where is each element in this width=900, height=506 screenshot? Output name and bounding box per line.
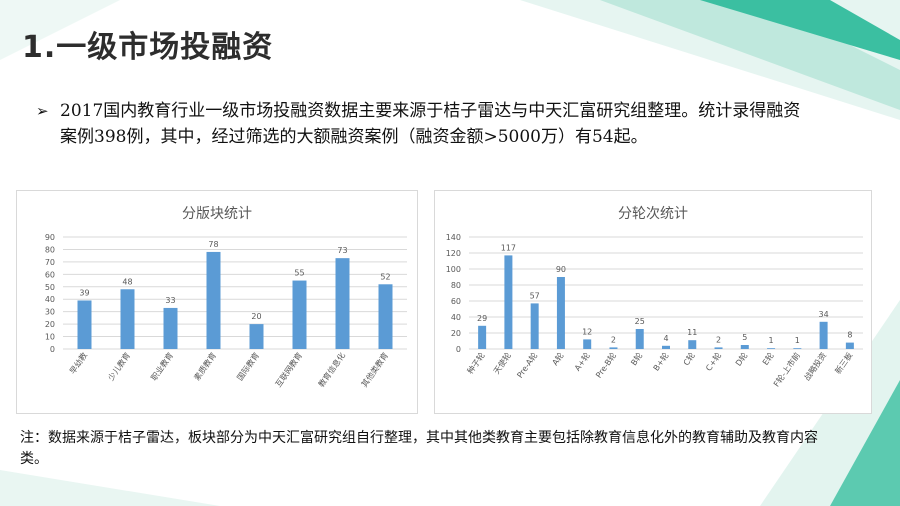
data-label: 48 [122,277,132,286]
x-tick-label: D轮 [733,350,749,367]
x-tick-label: 职业教育 [149,350,176,382]
x-tick-label: 其他类教育 [359,350,390,389]
data-label: 5 [742,333,747,342]
bar [819,321,828,349]
y-tick-label: 20 [451,329,461,338]
x-tick-label: B轮 [628,350,644,367]
y-tick-label: 80 [451,281,461,290]
bar [530,303,539,349]
bar [504,255,513,349]
bar [556,277,565,349]
bar [335,258,350,349]
x-tick-label: Pre-B轮 [593,350,618,379]
data-label: 20 [251,312,261,321]
bar [206,251,221,349]
x-tick-label: A轮 [550,350,566,367]
bar [249,324,264,349]
sector-chart-svg: 0 10 20 30 40 50 60 70 80 90 39 早幼教 48 少儿教育 33 职业教育 78 素质… [45,233,407,389]
bar [740,345,749,349]
sector-chart-title: 分版块统计 [182,206,252,222]
x-tick-label: 天使轮 [491,350,513,375]
data-label: 34 [819,310,829,319]
data-label: 2 [611,335,616,344]
data-label: 33 [165,296,175,305]
x-tick-label: A+轮 [572,350,592,372]
data-label: 29 [477,314,487,323]
data-label: 25 [635,317,645,326]
round-chart-svg: 0 20 40 60 80 100 120 140 29 种子轮 117 天使轮 57 Pre-A轮 90 A… [446,233,863,389]
page-title: 1.一级市场投融资 [22,30,274,65]
x-tick-label: C+轮 [703,350,723,372]
bar [688,340,697,349]
data-label: 39 [79,288,89,297]
y-tick-label: 120 [446,249,461,258]
data-label: 4 [663,334,668,343]
data-label: 78 [208,240,218,249]
y-tick-label: 30 [45,308,55,317]
sector-chart: 分版块统计 0 10 20 30 40 50 60 70 80 90 39 早幼教 48 少儿教育 33 职业… [16,190,418,414]
round-chart-title: 分轮次统计 [618,206,688,222]
y-tick-label: 60 [451,297,461,306]
x-tick-label: 素质教育 [192,350,219,382]
summary-text: 2017国内教育行业一级市场投融资数据主要来源于桔子雷达与中天汇富研究组整理。统… [60,101,801,147]
x-tick-label: 战略投资 [802,350,829,382]
bar [793,348,802,349]
data-label: 117 [501,243,516,252]
arrow-bullet-icon: ➢ [36,102,49,120]
y-tick-label: 70 [45,258,55,267]
x-tick-label: B+轮 [651,350,671,372]
bar [77,300,92,349]
data-label: 2 [716,335,721,344]
round-chart: 分轮次统计 0 20 40 60 80 100 120 140 29 种子轮 117 天使轮 57 Pre… [434,190,872,414]
data-label: 12 [582,327,592,336]
summary-paragraph: ➢ 2017国内教育行业一级市场投融资数据主要来源于桔子雷达与中天汇富研究组整理… [36,98,816,150]
bar [292,280,307,349]
data-label: 52 [380,272,390,281]
y-tick-label: 20 [45,320,55,329]
y-tick-label: 140 [446,233,461,242]
y-tick-label: 40 [45,295,55,304]
x-tick-label: 国际教育 [235,350,262,382]
bar [635,329,644,349]
bar [767,348,776,349]
x-tick-label: 早幼教 [67,350,89,375]
bar [163,307,178,349]
y-tick-label: 0 [456,345,461,354]
bar [378,284,393,349]
x-tick-label: Pre-A轮 [515,350,540,379]
bar [583,339,592,349]
y-tick-label: 50 [45,283,55,292]
x-tick-label: F轮-上市前 [771,350,802,388]
bar [478,325,487,349]
bar [609,347,618,349]
data-label: 1 [769,336,774,345]
data-label: 55 [294,269,304,278]
x-tick-label: 少儿教育 [106,350,133,382]
x-tick-label: 种子轮 [465,350,487,375]
y-tick-label: 60 [45,270,55,279]
data-label: 1 [795,336,800,345]
x-tick-label: 新三板 [833,350,855,375]
bar [714,347,723,349]
data-label: 8 [847,331,852,340]
y-tick-label: 40 [451,313,461,322]
footnote: 注：数据来源于桔子雷达，板块部分为中天汇富研究组自行整理，其中其他类教育主要包括… [20,430,818,467]
data-label: 11 [687,328,697,337]
x-tick-label: 教育信息化 [316,350,347,389]
data-label: 90 [556,265,566,274]
x-tick-label: C轮 [681,350,697,367]
y-tick-label: 90 [45,233,55,242]
x-tick-label: E轮 [760,350,776,366]
data-label: 73 [337,246,347,255]
bar [845,342,854,349]
x-tick-label: 互联网教育 [273,350,304,389]
y-tick-label: 100 [446,265,461,274]
data-label: 57 [530,291,540,300]
y-tick-label: 80 [45,245,55,254]
y-tick-label: 0 [50,345,55,354]
y-tick-label: 10 [45,333,55,342]
bar [120,289,135,349]
bar [662,345,670,349]
